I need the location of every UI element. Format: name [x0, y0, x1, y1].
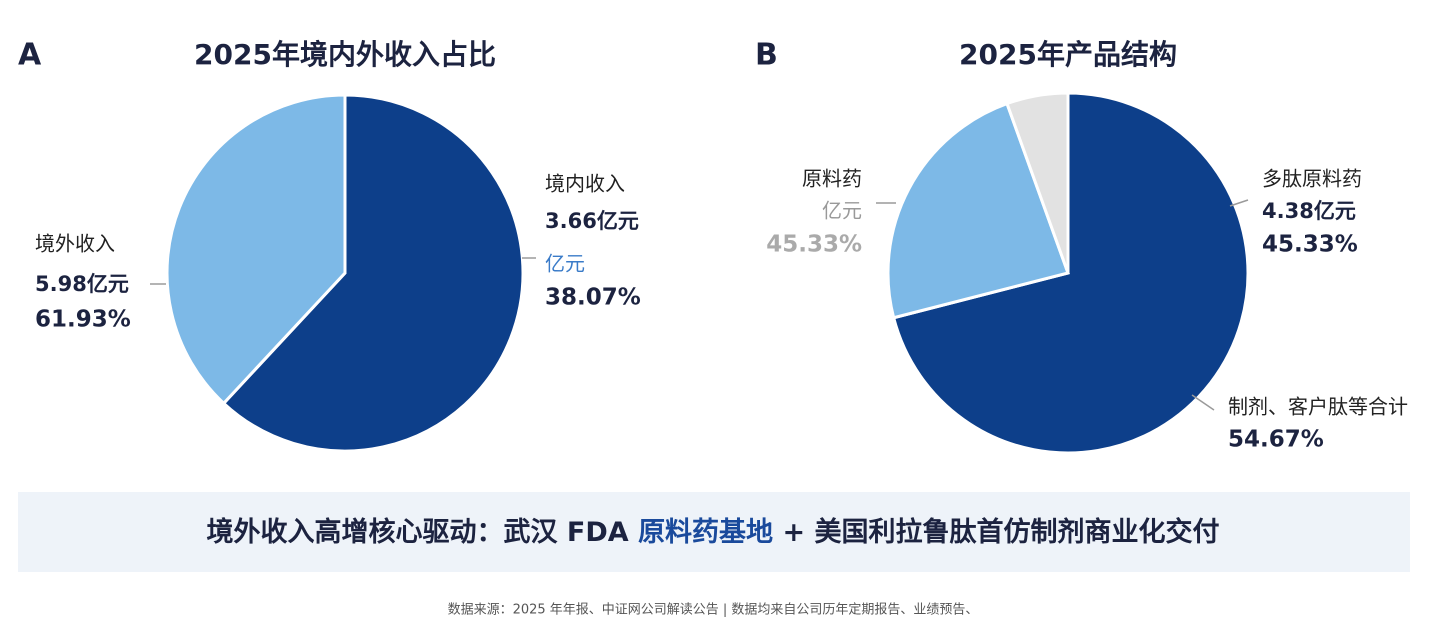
source-note: 数据来源：2025 年年报、中证网公司解读公告 | 数据均来自公司历年定期报告、… — [448, 603, 979, 618]
slice-label: 境内收入 — [545, 172, 625, 196]
slice-label: 原料药 — [802, 167, 862, 191]
leader-lines — [150, 199, 1249, 411]
banner: 境外收入高增核心驱动：武汉 FDA 原料药基地 + 美国利拉鲁肽首仿制剂商业化交… — [207, 516, 1220, 548]
panel-letter: A — [18, 38, 42, 73]
slice-label: 3.66亿元 — [545, 209, 639, 233]
slice-label: 亿元 — [822, 199, 862, 223]
slice-label: 境外收入 — [35, 232, 115, 256]
banner-highlight: 原料药基地 — [638, 517, 773, 548]
chart-title: 2025年境内外收入占比 — [194, 38, 496, 71]
pie-slice — [891, 91, 1250, 455]
pie-slice — [165, 93, 347, 406]
pie-slice — [1005, 91, 1070, 274]
banner-text: + 美国利拉鲁肽首仿制剂商业化交付 — [773, 516, 1219, 548]
value-label: 61.93% — [35, 307, 131, 333]
chart-title: 2025年产品结构 — [959, 38, 1177, 71]
leader-line — [1229, 199, 1249, 207]
slice-label: 54.67% — [1228, 427, 1324, 453]
pie-slice — [886, 101, 1070, 320]
panel-letter: B — [755, 38, 778, 73]
pie-slice — [221, 93, 525, 453]
slice-label: 4.38亿元 — [1262, 199, 1356, 223]
banner-text: 境外收入高增核心驱动：武汉 FDA — [207, 516, 639, 548]
leader-line — [1191, 394, 1215, 411]
slice-label: 多肽原料药 — [1262, 167, 1362, 191]
slice-label: 45.33% — [1262, 232, 1358, 258]
slice-label: 亿元 — [545, 252, 585, 276]
slice-label: 制剂、客户肽等合计 — [1228, 395, 1408, 419]
slice-label: 5.98亿元 — [35, 272, 129, 296]
value-label: 38.07% — [545, 285, 641, 311]
banner-bg — [18, 492, 1410, 572]
slice-label: 45.33% — [766, 232, 862, 258]
